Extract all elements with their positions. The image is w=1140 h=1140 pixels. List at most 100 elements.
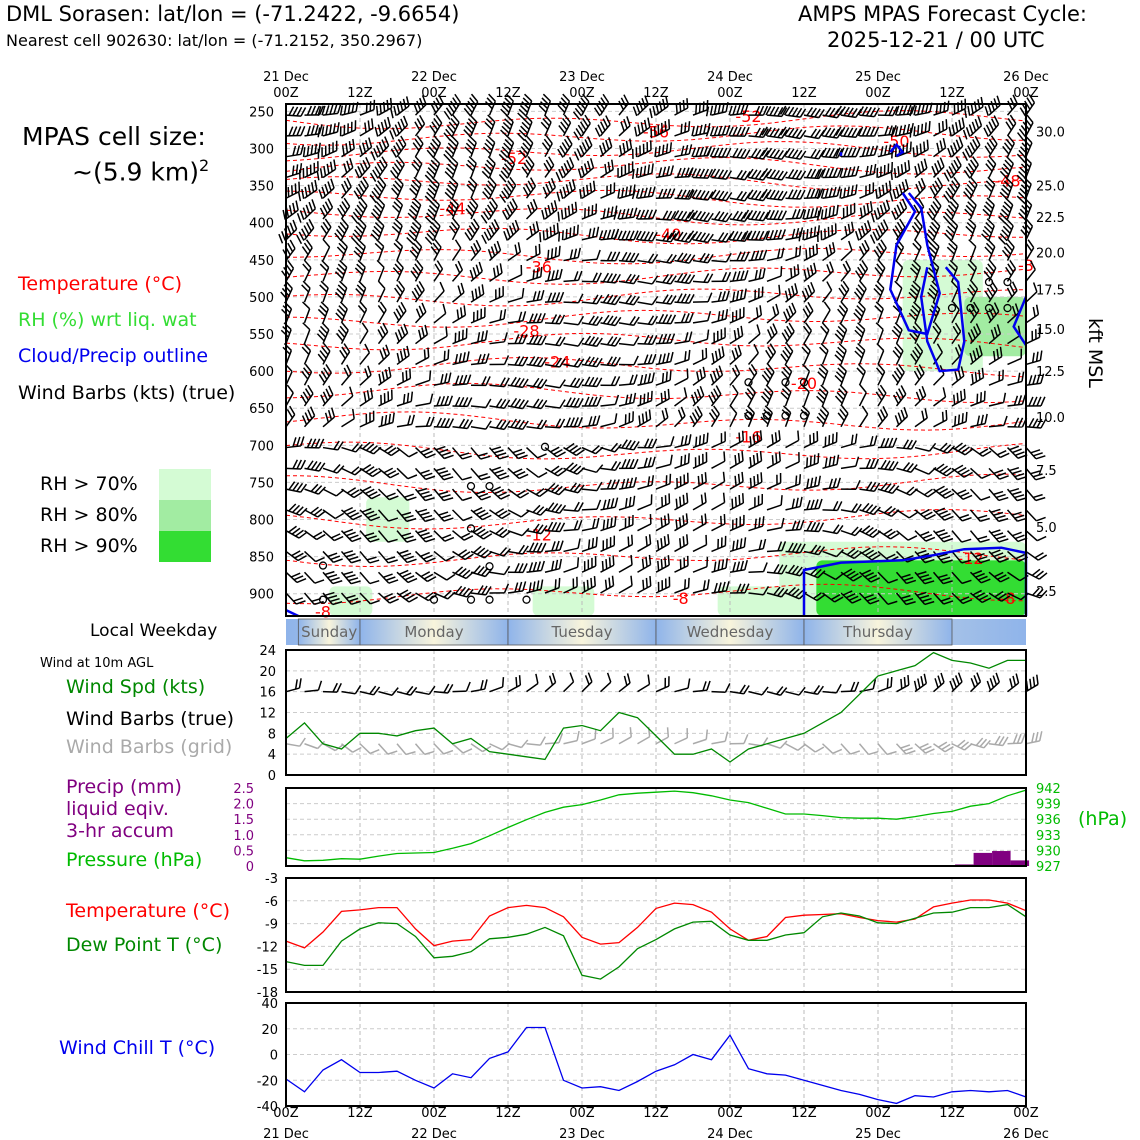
barb-feather [478, 286, 482, 297]
barb-feather [395, 308, 402, 318]
barb-feather [335, 140, 338, 151]
barb-feather [553, 200, 558, 211]
wind-barb [540, 114, 552, 137]
barb-feather [454, 332, 457, 343]
barb-feather [391, 225, 400, 234]
barb-feather [300, 394, 307, 404]
barb-feather [305, 222, 312, 232]
barb-feather [558, 125, 566, 134]
barb-feather [540, 579, 544, 590]
barb-feather [424, 236, 433, 245]
barb-feather [300, 126, 306, 136]
barb-feather [447, 372, 452, 383]
barb-feather [329, 104, 334, 115]
wind-barb [544, 521, 566, 533]
barb-feather [525, 183, 532, 193]
barb-feather [525, 159, 533, 169]
wind-barb [452, 566, 475, 580]
rh-region [717, 586, 792, 616]
barb-feather [503, 583, 510, 594]
barb-feather [518, 311, 523, 322]
barb-feather [361, 322, 369, 332]
barb-feather [483, 167, 492, 176]
barb-feather [387, 391, 390, 402]
wind-barb [285, 481, 308, 493]
barb-feather [481, 170, 490, 179]
barb-feather [410, 270, 418, 280]
barb-feather [346, 177, 352, 188]
barb-feather [378, 142, 384, 152]
barb-feather [499, 377, 506, 387]
wind-barb [489, 263, 503, 282]
wind-barb [470, 420, 492, 430]
barb-feather [343, 367, 350, 378]
barb-feather [369, 172, 377, 182]
barb-feather [454, 239, 462, 249]
wind-barb [285, 144, 305, 158]
barb-feather [291, 185, 294, 196]
barb-feather [466, 397, 473, 407]
barb-feather [406, 236, 415, 245]
barb-feather [314, 579, 325, 584]
barb-feather [410, 391, 414, 402]
barb-feather [462, 374, 468, 385]
barb-feather [397, 156, 405, 165]
wind-barb [433, 530, 455, 542]
barb-feather [443, 476, 454, 481]
barb-feather [472, 267, 477, 277]
barb-feather [358, 201, 366, 210]
barb-feather [475, 489, 486, 495]
wind-barb [452, 549, 474, 561]
barb-feather [282, 209, 286, 220]
wind-barb [542, 177, 557, 199]
barb-feather [518, 544, 525, 554]
wind-barb [320, 218, 332, 241]
barb-feather [500, 494, 511, 500]
barb-feather [403, 514, 414, 520]
wind-barb [319, 280, 329, 303]
barb-feather [532, 523, 540, 533]
barb-feather [412, 142, 420, 152]
barb-feather [485, 118, 494, 127]
barb-feather [361, 142, 367, 153]
barb-feather [503, 187, 511, 197]
barb-feather [515, 451, 526, 457]
barb-feather [543, 162, 550, 173]
barb-feather [402, 115, 409, 126]
barb-feather [440, 417, 447, 428]
barb-feather [335, 312, 344, 321]
barb-feather [394, 218, 403, 227]
barb-feather [306, 438, 313, 448]
barb-feather [560, 165, 567, 176]
barb-feather [310, 105, 317, 116]
barb-staff [303, 267, 312, 282]
barb-feather [362, 463, 372, 471]
barb-feather [289, 405, 296, 415]
barb-feather [383, 119, 388, 130]
barb-feather [357, 183, 365, 193]
barb-feather [337, 225, 346, 235]
barb-feather [278, 233, 284, 244]
wind-barb [488, 466, 510, 480]
barb-feather [409, 250, 418, 259]
bottom-hour-label: 00Z [421, 1106, 447, 1121]
wind-barb [322, 570, 343, 585]
barb-feather [339, 126, 342, 137]
precip-label-2: liquid eqiv. [66, 798, 169, 820]
wind-barb [413, 95, 427, 116]
barb-feather [357, 304, 366, 314]
barb-feather [502, 286, 504, 296]
barb-feather [536, 290, 541, 301]
barb-feather [461, 551, 471, 558]
barb-feather [303, 259, 312, 269]
barb-feather [518, 563, 524, 573]
barb-feather [420, 571, 431, 578]
barb-feather [336, 229, 344, 238]
top-hour-label: 00Z [865, 86, 891, 101]
barb-feather [429, 416, 435, 427]
wind-barb [481, 155, 496, 179]
barb-feather [512, 448, 523, 454]
barb-feather [480, 455, 491, 460]
barb-feather [487, 114, 496, 123]
barb-feather [477, 585, 484, 595]
